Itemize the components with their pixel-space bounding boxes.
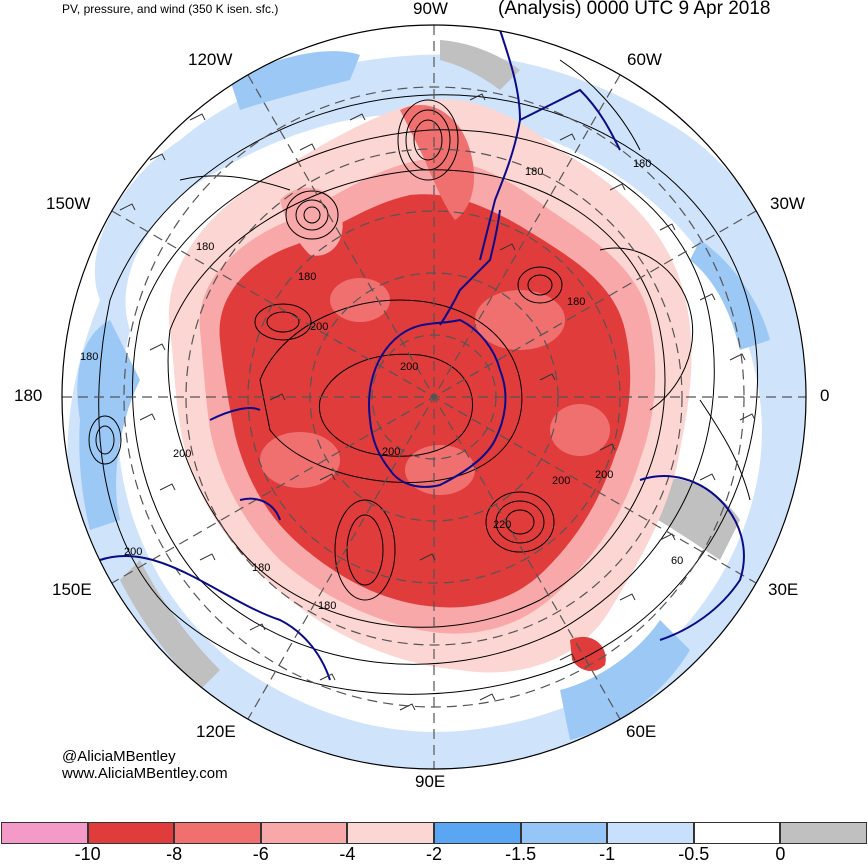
lon-label-90w: 90W <box>413 0 448 18</box>
lon-label-90e: 90E <box>415 772 446 791</box>
colorbar-swatch <box>607 822 694 844</box>
contour-label: 180 <box>196 241 214 253</box>
colorbar-label: -6 <box>252 844 269 864</box>
lon-label-120w: 120W <box>188 50 233 69</box>
lon-label-180: 180 <box>14 386 43 405</box>
contour-label: 200 <box>552 475 570 487</box>
polar-map: 180 180 180 180 180 180 180 180 200 200 … <box>61 24 807 770</box>
lon-label-30e: 30E <box>768 580 799 599</box>
colorbar <box>0 822 868 844</box>
lon-label-0: 0 <box>820 386 830 405</box>
contour-label: 200 <box>400 361 418 373</box>
contour-label: 200 <box>310 321 328 333</box>
contour-label: 180 <box>80 351 98 363</box>
graticule <box>62 25 806 769</box>
lon-label-60w: 60W <box>627 50 662 69</box>
contour-label: 180 <box>318 600 336 612</box>
contour-label: 180 <box>567 296 585 308</box>
map-title-right: (Analysis) 0000 UTC 9 Apr 2018 <box>498 0 771 19</box>
colorbar-swatch <box>1 822 88 844</box>
lon-label-150e: 150E <box>52 580 92 599</box>
contour-label: 220 <box>493 519 511 531</box>
contour-label: 200 <box>173 448 191 460</box>
colorbar-swatch <box>174 822 261 844</box>
colorbar-swatch <box>780 822 867 844</box>
colorbar-swatch <box>347 822 434 844</box>
lon-label-30w: 30W <box>770 194 805 213</box>
colorbar-swatch <box>434 822 521 844</box>
contour-label: 200 <box>124 546 142 558</box>
map-title-left: PV, pressure, and wind (350 K isen. sfc.… <box>62 2 279 16</box>
credit-handle: @AliciaMBentley <box>62 748 176 765</box>
map-boundary <box>61 24 807 770</box>
wind-barbs <box>119 93 756 711</box>
colorbar-swatch <box>87 822 175 844</box>
coastlines <box>99 29 745 681</box>
colorbar-label: -1.5 <box>505 844 537 864</box>
colorbar-label: -0.5 <box>678 844 710 864</box>
colorbar-label: -10 <box>74 844 101 864</box>
colorbar-label: 0 <box>775 844 786 864</box>
contour-label: 60 <box>671 555 683 567</box>
credit-website[interactable]: www.AliciaMBentley.com <box>62 765 228 782</box>
lon-label-120e: 120E <box>196 722 236 741</box>
lon-label-150w: 150W <box>46 194 91 213</box>
colorbar-label: -4 <box>339 844 356 864</box>
colorbar-swatch <box>520 822 608 844</box>
colorbar-label: -1 <box>599 844 616 864</box>
contour-label: 180 <box>525 166 543 178</box>
contour-label: 180 <box>252 562 270 574</box>
contour-label: 200 <box>595 469 613 481</box>
colorbar-label: -8 <box>166 844 183 864</box>
colorbar-label: -2 <box>425 844 443 864</box>
contour-label: 200 <box>382 446 400 458</box>
colorbar-swatch <box>693 822 781 844</box>
lon-label-60e: 60E <box>626 722 657 741</box>
contour-label: 180 <box>633 158 651 170</box>
contour-label: 180 <box>298 271 316 283</box>
contour-labels: 180 180 180 180 180 180 180 180 200 200 … <box>80 158 683 612</box>
colorbar-swatch <box>260 822 348 844</box>
